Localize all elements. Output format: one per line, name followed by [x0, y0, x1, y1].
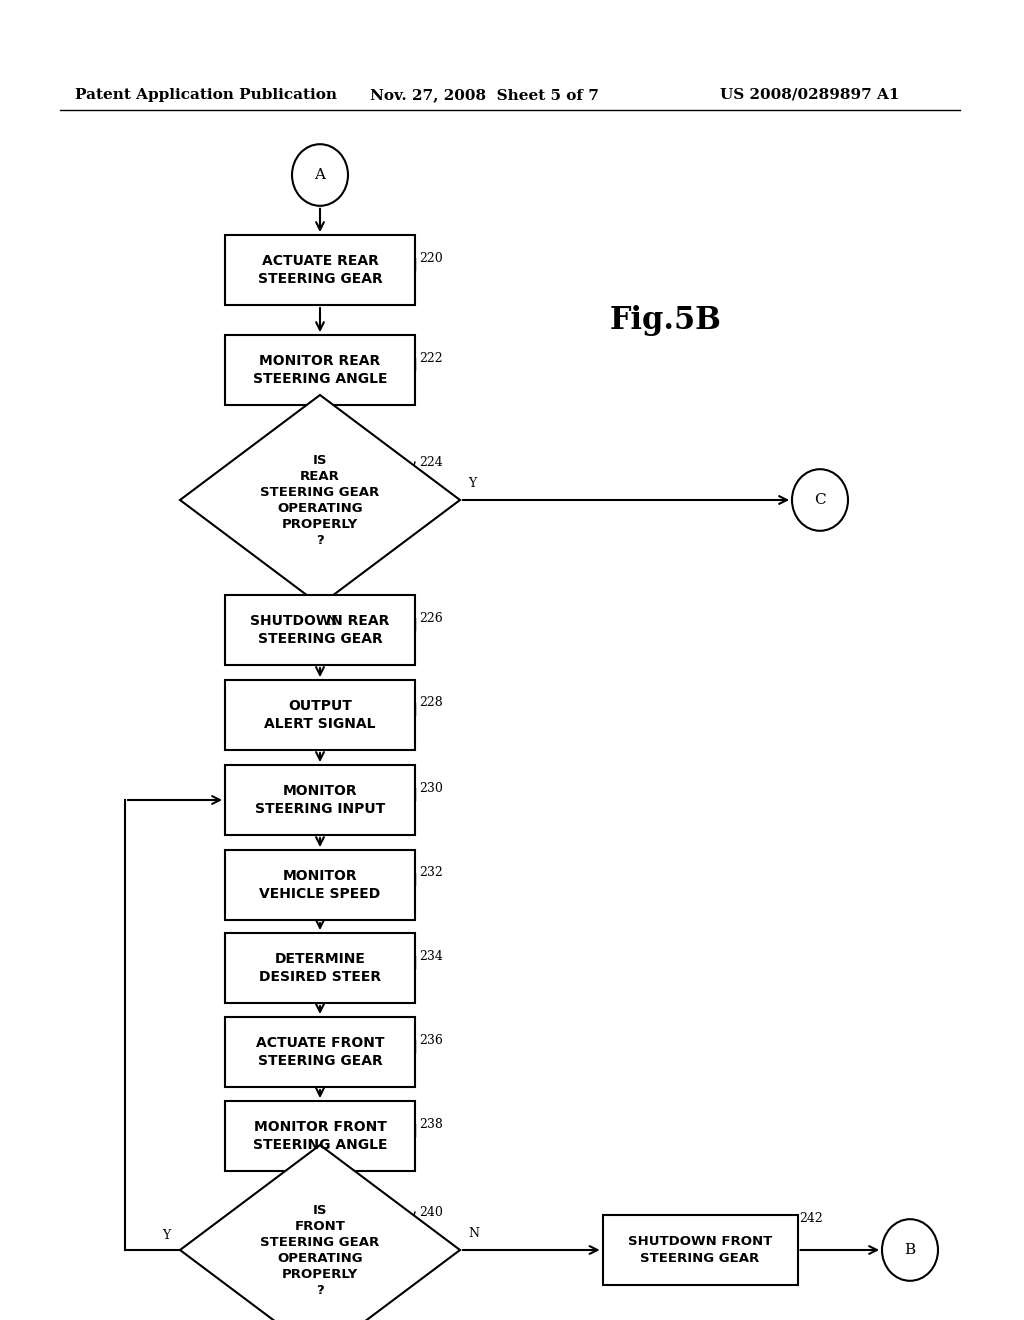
Text: 234: 234	[419, 949, 442, 962]
Text: MONITOR
VEHICLE SPEED: MONITOR VEHICLE SPEED	[259, 869, 381, 902]
Ellipse shape	[882, 1220, 938, 1280]
Polygon shape	[180, 1144, 460, 1320]
FancyBboxPatch shape	[225, 1016, 415, 1086]
Text: 238: 238	[419, 1118, 442, 1130]
FancyBboxPatch shape	[225, 680, 415, 750]
Text: IS
FRONT
STEERING GEAR
OPERATING
PROPERLY
?: IS FRONT STEERING GEAR OPERATING PROPERL…	[260, 1204, 380, 1296]
Text: Fig.5B: Fig.5B	[610, 305, 722, 335]
Polygon shape	[180, 395, 460, 605]
Text: C: C	[814, 492, 825, 507]
FancyBboxPatch shape	[225, 335, 415, 405]
Text: A: A	[314, 168, 326, 182]
Text: 220: 220	[419, 252, 442, 264]
Text: Y: Y	[468, 477, 476, 490]
Text: IS
REAR
STEERING GEAR
OPERATING
PROPERLY
?: IS REAR STEERING GEAR OPERATING PROPERLY…	[260, 454, 380, 546]
Text: MONITOR REAR
STEERING ANGLE: MONITOR REAR STEERING ANGLE	[253, 354, 387, 387]
Text: MONITOR FRONT
STEERING ANGLE: MONITOR FRONT STEERING ANGLE	[253, 1119, 387, 1152]
FancyBboxPatch shape	[225, 933, 415, 1003]
Text: Nov. 27, 2008  Sheet 5 of 7: Nov. 27, 2008 Sheet 5 of 7	[370, 88, 599, 102]
FancyBboxPatch shape	[225, 595, 415, 665]
Text: DETERMINE
DESIRED STEER: DETERMINE DESIRED STEER	[259, 952, 381, 985]
Text: SHUTDOWN FRONT
STEERING GEAR: SHUTDOWN FRONT STEERING GEAR	[628, 1236, 772, 1265]
Text: 240: 240	[419, 1205, 442, 1218]
Text: ACTUATE REAR
STEERING GEAR: ACTUATE REAR STEERING GEAR	[258, 253, 382, 286]
Text: N: N	[468, 1228, 479, 1239]
Text: Y: Y	[162, 1229, 170, 1242]
Text: 226: 226	[419, 611, 442, 624]
Text: 224: 224	[419, 455, 442, 469]
FancyBboxPatch shape	[225, 766, 415, 836]
Text: N: N	[326, 615, 337, 628]
Text: 228: 228	[419, 697, 442, 710]
FancyBboxPatch shape	[225, 1101, 415, 1171]
Ellipse shape	[792, 469, 848, 531]
Text: 236: 236	[419, 1034, 442, 1047]
Ellipse shape	[292, 144, 348, 206]
Text: B: B	[904, 1243, 915, 1257]
Text: US 2008/0289897 A1: US 2008/0289897 A1	[720, 88, 899, 102]
Text: SHUTDOWN REAR
STEERING GEAR: SHUTDOWN REAR STEERING GEAR	[250, 614, 390, 647]
Text: Patent Application Publication: Patent Application Publication	[75, 88, 337, 102]
Text: MONITOR
STEERING INPUT: MONITOR STEERING INPUT	[255, 784, 385, 816]
Text: 232: 232	[419, 866, 442, 879]
FancyBboxPatch shape	[225, 235, 415, 305]
Text: 222: 222	[419, 351, 442, 364]
FancyBboxPatch shape	[602, 1214, 798, 1284]
Text: OUTPUT
ALERT SIGNAL: OUTPUT ALERT SIGNAL	[264, 698, 376, 731]
Text: 242: 242	[799, 1212, 822, 1225]
FancyBboxPatch shape	[225, 850, 415, 920]
Text: 230: 230	[419, 781, 442, 795]
Text: ACTUATE FRONT
STEERING GEAR: ACTUATE FRONT STEERING GEAR	[256, 1036, 384, 1068]
